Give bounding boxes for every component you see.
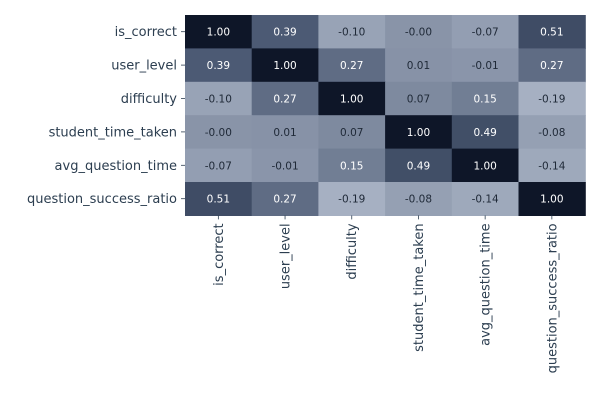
y-tick-label-user_level: user_level — [111, 59, 177, 74]
heatmap-cells — [185, 15, 586, 216]
cell-value-label-avg_question_time-avg_question_time: 1.00 — [473, 160, 496, 172]
heatmap-cell-difficulty-avg_question_time — [451, 81, 520, 116]
cell-value-label-question_success_ratio-user_level: 0.27 — [273, 194, 296, 206]
cell-value-label-difficulty-question_success_ratio: -0.19 — [538, 94, 565, 106]
heatmap-cell-question_success_ratio-question_success_ratio — [518, 182, 586, 216]
y-tick-label-avg_question_time: avg_question_time — [55, 159, 177, 174]
cell-value-label-difficulty-user_level: 0.27 — [273, 94, 296, 106]
heatmap-cell-is_correct-user_level — [251, 15, 319, 49]
heatmap-cell-student_time_taken-question_success_ratio — [518, 115, 586, 150]
heatmap-cell-avg_question_time-question_success_ratio — [518, 148, 586, 183]
cell-value-label-user_level-user_level: 1.00 — [273, 60, 296, 72]
x-tick-label-user_level: user_level — [279, 223, 294, 289]
heatmap-value-labels: 1.00 0.39 -0.10 -0.00 -0.07 0.51 0.39 1.00 0.27 0… — [205, 27, 566, 206]
cell-value-label-user_level-difficulty: 0.27 — [340, 60, 363, 72]
heatmap-cell-user_level-avg_question_time — [451, 48, 520, 83]
x-tick-label-avg_question_time: avg_question_time — [479, 223, 494, 345]
cell-value-label-student_time_taken-avg_question_time: 0.49 — [473, 127, 496, 139]
heatmap-cell-user_level-user_level — [251, 48, 319, 83]
cell-value-label-avg_question_time-user_level: -0.01 — [271, 160, 298, 172]
cell-value-label-user_level-question_success_ratio: 0.27 — [540, 60, 563, 72]
cell-value-label-user_level-avg_question_time: -0.01 — [472, 60, 499, 72]
cell-value-label-user_level-student_time_taken: 0.01 — [407, 60, 430, 72]
cell-value-label-difficulty-avg_question_time: 0.15 — [473, 94, 496, 106]
heatmap-cell-is_correct-difficulty — [318, 15, 386, 49]
heatmap-cell-question_success_ratio-difficulty — [318, 182, 386, 216]
heatmap-cell-question_success_ratio-is_correct — [185, 182, 253, 216]
heatmap-cell-avg_question_time-is_correct — [185, 148, 253, 183]
heatmap-cell-avg_question_time-user_level — [251, 148, 319, 183]
cell-value-label-avg_question_time-question_success_ratio: -0.14 — [538, 160, 565, 172]
heatmap-cell-difficulty-student_time_taken — [385, 81, 453, 116]
heatmap-cell-user_level-difficulty — [318, 48, 386, 83]
heatmap-cell-is_correct-is_correct — [185, 15, 253, 49]
cell-value-label-is_correct-question_success_ratio: 0.51 — [540, 27, 563, 39]
cell-value-label-difficulty-student_time_taken: 0.07 — [407, 94, 430, 106]
cell-value-label-is_correct-avg_question_time: -0.07 — [472, 27, 499, 39]
heatmap-cell-question_success_ratio-avg_question_time — [451, 182, 520, 216]
x-tick-label-is_correct: is_correct — [212, 223, 227, 285]
y-tick-label-difficulty: difficulty — [121, 92, 178, 107]
cell-value-label-difficulty-is_correct: -0.10 — [205, 94, 232, 106]
cell-value-label-is_correct-user_level: 0.39 — [273, 27, 296, 39]
cell-value-label-student_time_taken-is_correct: -0.00 — [205, 127, 232, 139]
y-tick-label-student_time_taken: student_time_taken — [49, 125, 177, 140]
cell-value-label-is_correct-difficulty: -0.10 — [338, 27, 365, 39]
heatmap-cell-difficulty-user_level — [251, 81, 319, 116]
x-tick-label-question_success_ratio: question_success_ratio — [545, 223, 560, 373]
heatmap-cell-user_level-student_time_taken — [385, 48, 453, 83]
y-axis-tick-labels: is_correct user_level difficulty student_ti… — [27, 25, 185, 207]
x-axis-tick-labels: is_correct user_level difficulty student_ti… — [212, 215, 560, 373]
heatmap-cell-student_time_taken-avg_question_time — [451, 115, 520, 150]
cell-value-label-student_time_taken-student_time_taken: 1.00 — [407, 127, 430, 139]
x-tick-label-student_time_taken: student_time_taken — [412, 223, 427, 351]
heatmap-cell-difficulty-difficulty — [318, 81, 386, 116]
cell-value-label-question_success_ratio-avg_question_time: -0.14 — [472, 194, 499, 206]
heatmap-cell-avg_question_time-avg_question_time — [451, 148, 520, 183]
heatmap-cell-is_correct-avg_question_time — [451, 15, 520, 49]
y-tick-label-question_success_ratio: question_success_ratio — [27, 192, 177, 207]
y-tick-label-is_correct: is_correct — [115, 25, 177, 40]
heatmap-cell-avg_question_time-difficulty — [318, 148, 386, 183]
cell-value-label-avg_question_time-is_correct: -0.07 — [205, 160, 232, 172]
cell-value-label-difficulty-difficulty: 1.00 — [340, 94, 363, 106]
heatmap-cell-question_success_ratio-student_time_taken — [385, 182, 453, 216]
heatmap-cell-user_level-question_success_ratio — [518, 48, 586, 83]
cell-value-label-question_success_ratio-question_success_ratio: 1.00 — [540, 194, 563, 206]
cell-value-label-avg_question_time-difficulty: 0.15 — [340, 160, 363, 172]
heatmap-cell-user_level-is_correct — [185, 48, 253, 83]
cell-value-label-user_level-is_correct: 0.39 — [207, 60, 230, 72]
cell-value-label-is_correct-is_correct: 1.00 — [207, 27, 230, 39]
heatmap-cell-difficulty-question_success_ratio — [518, 81, 586, 116]
heatmap-cell-student_time_taken-student_time_taken — [385, 115, 453, 150]
heatmap-cell-difficulty-is_correct — [185, 81, 253, 116]
cell-value-label-is_correct-student_time_taken: -0.00 — [405, 27, 432, 39]
cell-value-label-student_time_taken-user_level: 0.01 — [273, 127, 296, 139]
cell-value-label-student_time_taken-question_success_ratio: -0.08 — [538, 127, 565, 139]
x-tick-label-difficulty: difficulty — [345, 223, 360, 280]
heatmap-cell-is_correct-student_time_taken — [385, 15, 453, 49]
cell-value-label-question_success_ratio-difficulty: -0.19 — [338, 194, 365, 206]
cell-value-label-question_success_ratio-is_correct: 0.51 — [207, 194, 230, 206]
heatmap-cell-is_correct-question_success_ratio — [518, 15, 586, 49]
heatmap-cell-question_success_ratio-user_level — [251, 182, 319, 216]
heatmap-cell-student_time_taken-user_level — [251, 115, 319, 150]
cell-value-label-student_time_taken-difficulty: 0.07 — [340, 127, 363, 139]
heatmap-cell-student_time_taken-difficulty — [318, 115, 386, 150]
heatmap-cell-avg_question_time-student_time_taken — [385, 148, 453, 183]
cell-value-label-avg_question_time-student_time_taken: 0.49 — [407, 160, 430, 172]
cell-value-label-question_success_ratio-student_time_taken: -0.08 — [405, 194, 432, 206]
heatmap-cell-student_time_taken-is_correct — [185, 115, 253, 150]
